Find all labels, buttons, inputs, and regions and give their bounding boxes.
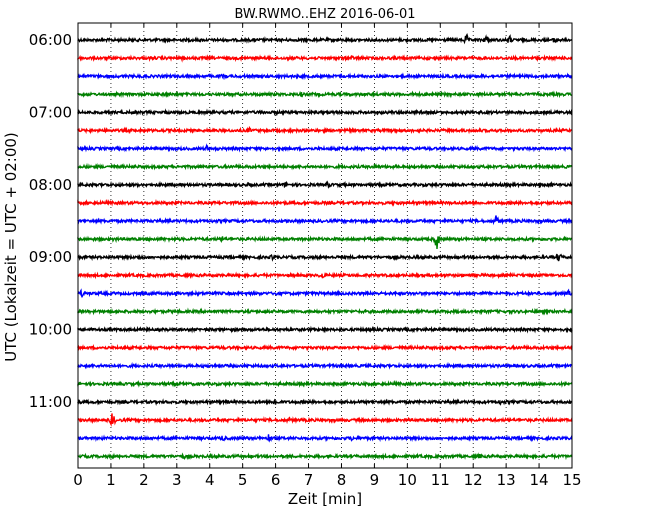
seismic-trace bbox=[77, 180, 573, 189]
seismic-trace bbox=[77, 325, 573, 334]
x-tick-label: 1 bbox=[106, 471, 116, 489]
y-axis-label: UTC (Lokalzeit = UTC + 02:00) bbox=[2, 132, 20, 362]
seismic-trace bbox=[77, 253, 573, 262]
y-tick-label: 07:00 bbox=[29, 103, 72, 121]
seismic-trace bbox=[77, 398, 573, 406]
x-tick-label: 4 bbox=[205, 471, 215, 489]
seismic-trace bbox=[77, 288, 573, 299]
seismic-trace bbox=[77, 235, 573, 249]
seismic-trace bbox=[77, 125, 573, 135]
seismic-trace bbox=[77, 198, 573, 207]
x-tick-label: 9 bbox=[370, 471, 380, 489]
seismic-trace bbox=[77, 143, 573, 153]
y-tick-label: 10:00 bbox=[29, 321, 72, 339]
seismic-trace bbox=[77, 434, 573, 443]
seismic-trace bbox=[77, 361, 573, 370]
seismic-trace bbox=[77, 307, 573, 316]
x-tick-label: 6 bbox=[271, 471, 281, 489]
y-tick-label: 06:00 bbox=[29, 31, 72, 49]
x-tick-label: 14 bbox=[530, 471, 549, 489]
x-tick-label: 7 bbox=[304, 471, 314, 489]
seismic-trace bbox=[77, 54, 573, 63]
seismic-trace bbox=[77, 162, 573, 171]
seismic-trace bbox=[77, 452, 573, 461]
y-tick-label: 11:00 bbox=[29, 393, 72, 411]
seismic-trace bbox=[77, 90, 573, 99]
x-tick-label: 2 bbox=[139, 471, 149, 489]
x-tick-label: 3 bbox=[172, 471, 182, 489]
seismic-trace bbox=[77, 413, 573, 427]
x-tick-label: 12 bbox=[464, 471, 483, 489]
seismic-trace bbox=[77, 379, 573, 388]
y-tick-label: 09:00 bbox=[29, 248, 72, 266]
seismic-trace bbox=[77, 343, 573, 352]
chart-title: BW.RWMO..EHZ 2016-06-01 bbox=[234, 7, 415, 22]
x-tick-label: 10 bbox=[398, 471, 417, 489]
seismic-trace bbox=[77, 108, 573, 117]
seismic-trace bbox=[77, 271, 573, 280]
x-tick-label: 8 bbox=[337, 471, 347, 489]
seismic-trace bbox=[77, 33, 573, 45]
x-tick-label: 0 bbox=[73, 471, 83, 489]
plot-frame bbox=[77, 22, 573, 469]
y-tick-label: 08:00 bbox=[29, 176, 72, 194]
seismic-trace bbox=[77, 72, 573, 81]
x-axis-label: Zeit [min] bbox=[288, 490, 362, 508]
x-tick-label: 11 bbox=[431, 471, 450, 489]
x-tick-label: 13 bbox=[497, 471, 516, 489]
tick-group: 0 1 2 3 4 5 6 7 8 9 10 11 12 13 14 1506:0007:0008:0009:… bbox=[29, 23, 582, 489]
seismic-trace bbox=[77, 215, 573, 226]
trace-group bbox=[77, 33, 573, 461]
x-tick-label: 5 bbox=[238, 471, 248, 489]
x-tick-label: 15 bbox=[562, 471, 581, 489]
